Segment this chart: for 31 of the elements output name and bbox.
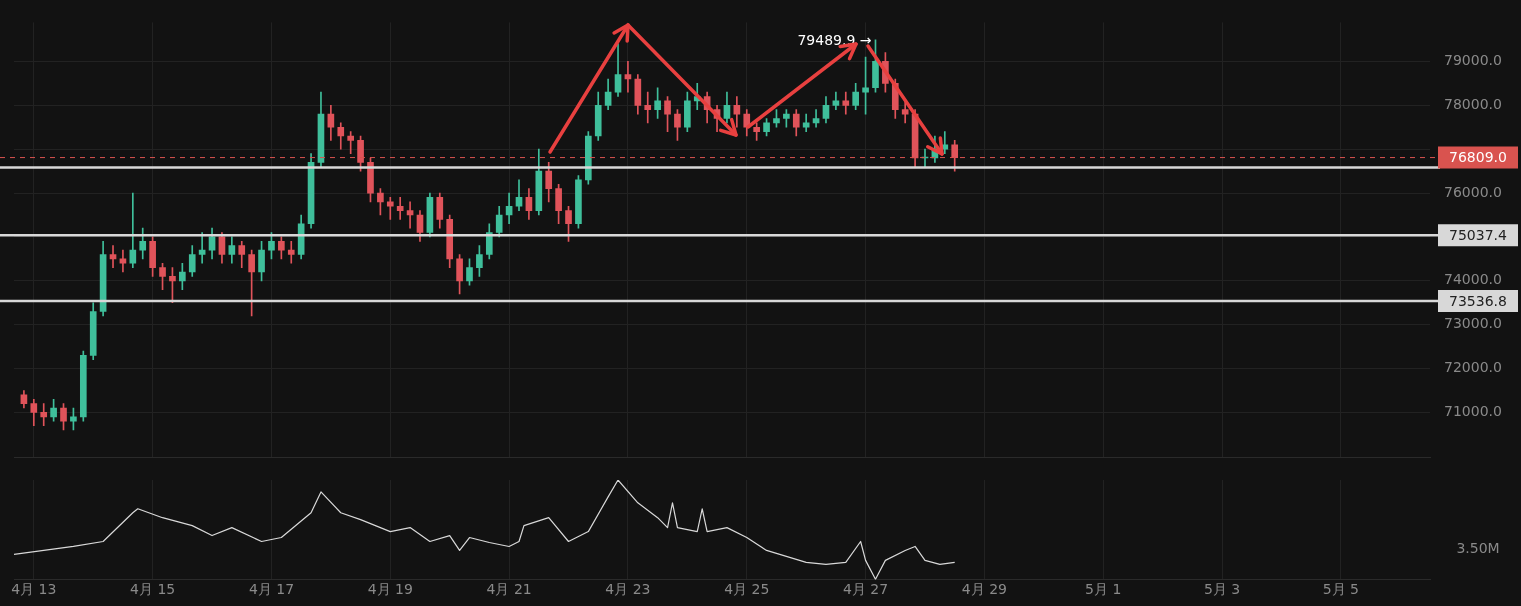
x-tick-label: 4月 27 — [842, 581, 889, 598]
y-tick-label: 73000.0 — [1444, 315, 1502, 332]
x-tick-label: 5月 5 — [1322, 581, 1360, 598]
x-tick-label: 4月 23 — [605, 581, 651, 598]
y-tick-label: 79000.0 — [1444, 52, 1502, 69]
y-tick-label: 71000.0 — [1444, 403, 1502, 420]
y-tick-label: 74000.0 — [1444, 271, 1502, 288]
x-tick-label: 4月 17 — [248, 581, 295, 598]
y-tick-label: 72000.0 — [1444, 359, 1502, 376]
y-tick-label: 76000.0 — [1444, 183, 1502, 200]
candlestick — [129, 192, 137, 268]
ref-line-label: 76809.0 — [1449, 149, 1507, 166]
x-tick-label: 5月 1 — [1085, 581, 1122, 598]
y-tick-label: 78000.0 — [1444, 95, 1502, 112]
x-tick-label: 5月 3 — [1203, 581, 1241, 598]
annotation: 79489.9 → — [797, 31, 872, 48]
candlestick — [396, 197, 404, 220]
x-tick-label: 4月 29 — [961, 581, 1007, 598]
x-tick-label: 4月 21 — [486, 581, 532, 598]
ref-line-label: 75037.4 — [1449, 226, 1508, 243]
candlestick — [386, 197, 394, 220]
x-tick-label: 4月 15 — [130, 581, 176, 598]
ref-line-label: 73536.8 — [1449, 292, 1507, 309]
candlestick — [644, 91, 652, 124]
x-tick-label: 4月 19 — [367, 581, 413, 598]
candlestick — [40, 403, 48, 426]
candlestick — [347, 131, 354, 154]
candlestick — [287, 240, 295, 264]
x-tick-label: 4月 13 — [11, 581, 57, 598]
text: 3.50M — [1456, 540, 1500, 557]
x-tick-label: 4月 25 — [724, 581, 770, 598]
